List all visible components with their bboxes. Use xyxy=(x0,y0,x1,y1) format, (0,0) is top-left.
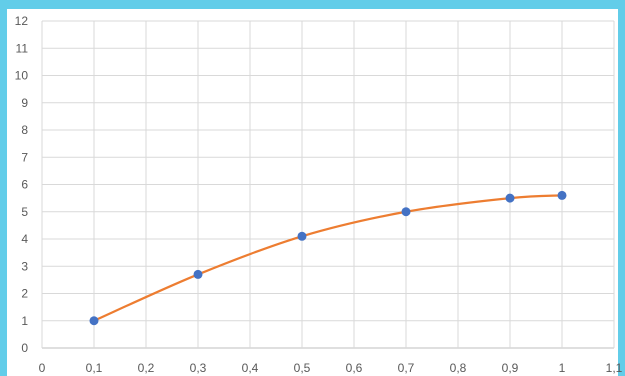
x-tick-label: 0,5 xyxy=(294,361,311,375)
x-tick-label: 1 xyxy=(559,361,566,375)
data-point xyxy=(193,269,203,279)
x-tick-label: 0,2 xyxy=(138,361,155,375)
grid-lines xyxy=(41,20,615,349)
x-tick-label: 0,9 xyxy=(502,361,519,375)
y-tick-label: 6 xyxy=(21,178,28,192)
y-tick-label: 4 xyxy=(21,232,28,246)
x-axis-tick-labels: 0 0,1 0,2 0,3 0,4 0,5 0,6 0,7 0,8 0,9 1 1,1 xyxy=(39,361,623,375)
x-tick-label: 0 xyxy=(39,361,46,375)
y-tick-label: 2 xyxy=(21,287,28,301)
y-tick-label: 5 xyxy=(21,205,28,219)
x-tick-label: 0,1 xyxy=(86,361,103,375)
series-0 xyxy=(89,190,567,326)
y-tick-label: 9 xyxy=(21,96,28,110)
data-point xyxy=(505,193,515,203)
y-tick-label: 3 xyxy=(21,259,28,273)
data-point xyxy=(401,207,411,217)
y-tick-label: 12 xyxy=(15,14,29,28)
x-tick-label: 0,8 xyxy=(450,361,467,375)
y-tick-label: 7 xyxy=(21,150,28,164)
data-point xyxy=(297,231,307,241)
x-tick-label: 0,6 xyxy=(346,361,363,375)
data-point xyxy=(89,316,99,326)
x-tick-label: 0,4 xyxy=(242,361,259,375)
y-tick-label: 11 xyxy=(16,41,29,55)
y-tick-label: 0 xyxy=(21,341,28,355)
y-tick-label: 1 xyxy=(21,314,28,328)
y-tick-label: 10 xyxy=(15,69,29,83)
x-tick-label: 1,1 xyxy=(606,361,623,375)
series-line xyxy=(93,194,563,322)
data-point xyxy=(557,190,567,200)
x-tick-label: 0,7 xyxy=(398,361,415,375)
x-tick-label: 0,3 xyxy=(190,361,207,375)
y-tick-label: 8 xyxy=(21,123,28,137)
